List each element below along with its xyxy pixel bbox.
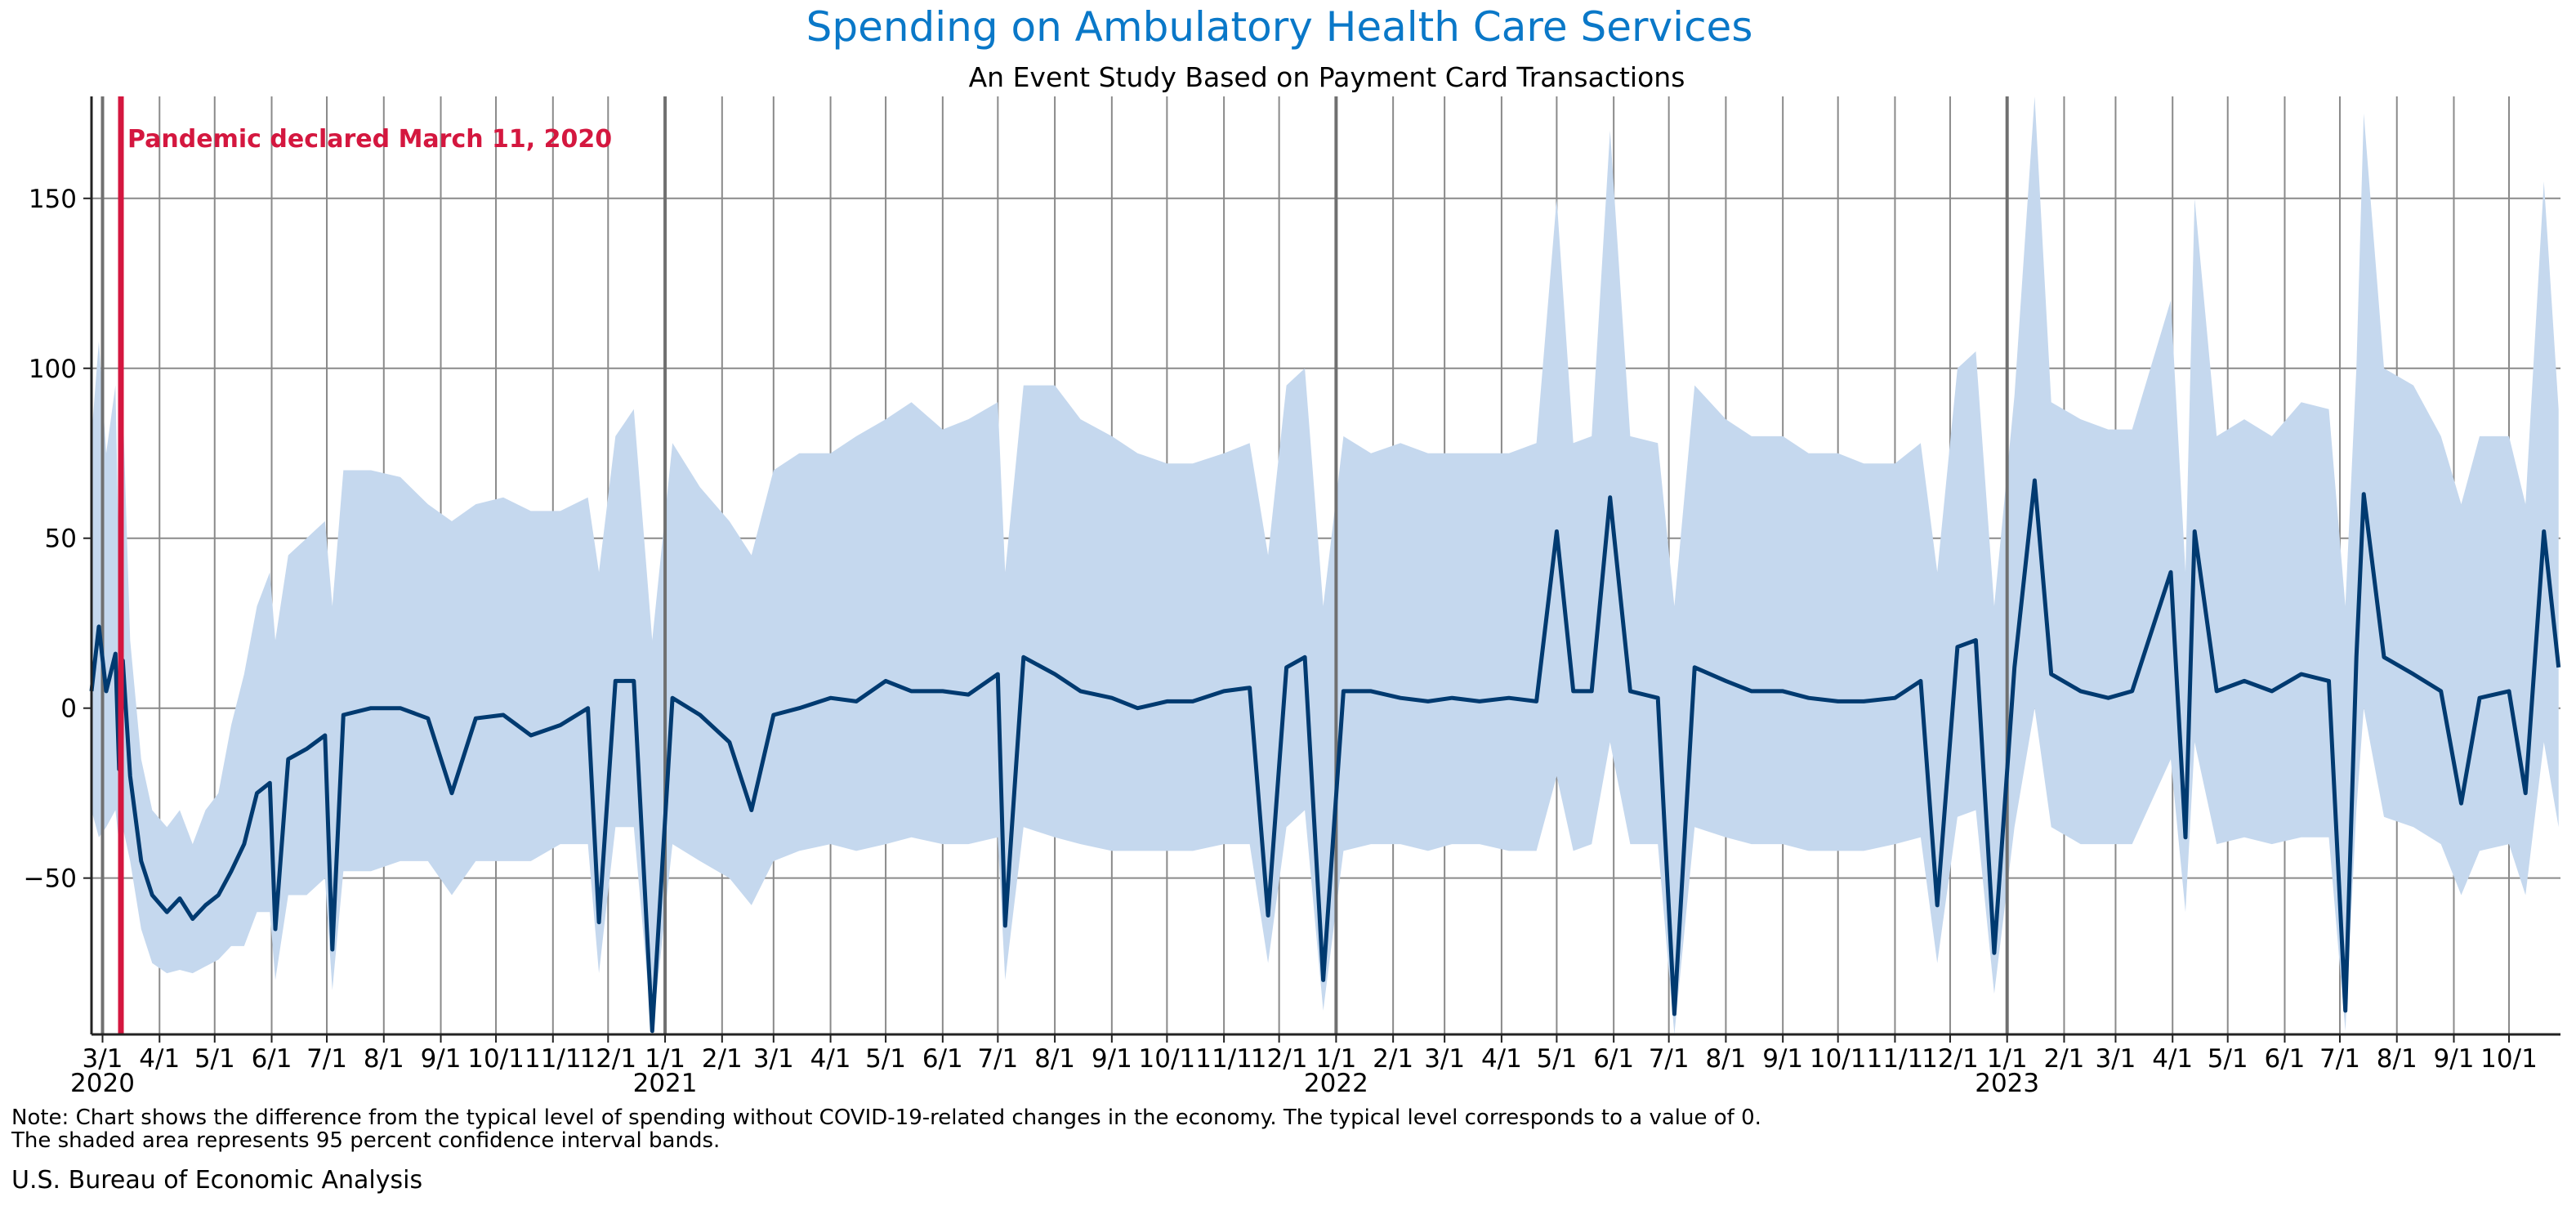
x-year-label: 2023: [1975, 1069, 2039, 1098]
x-tick-label: 3/1: [753, 1044, 794, 1074]
x-year-label: 2020: [70, 1069, 135, 1098]
x-tick-label: 6/1: [2265, 1044, 2306, 1074]
chart-note-line-1: Note: Chart shows the difference from th…: [11, 1106, 1761, 1130]
y-tick-label: −50: [24, 864, 77, 894]
year-lines: [100, 96, 2009, 1034]
x-tick-label: 12/1: [1251, 1044, 1308, 1074]
x-tick-label: 8/1: [1034, 1044, 1075, 1074]
x-tick-label: 4/1: [2152, 1044, 2193, 1074]
x-tick-label: 5/1: [1536, 1044, 1577, 1074]
x-tick-label: 8/1: [2377, 1044, 2418, 1074]
x-tick-label: 8/1: [364, 1044, 404, 1074]
x-tick-label: 5/1: [194, 1044, 235, 1074]
y-tick-label: 50: [45, 525, 77, 554]
y-axis-ticks: −50 0 50 100 150: [24, 185, 92, 894]
x-tick-label: 6/1: [922, 1044, 963, 1074]
x-tick-label: 9/1: [421, 1044, 462, 1074]
x-tick-label: 1/1: [1987, 1044, 2028, 1074]
x-tick-label: 4/1: [139, 1044, 180, 1074]
x-tick-label: 2/1: [702, 1044, 743, 1074]
x-tick-label: 11/1: [525, 1044, 582, 1074]
x-tick-label: 4/1: [810, 1044, 851, 1074]
y-tick-label: 100: [29, 355, 77, 384]
x-tick-label: 12/1: [579, 1044, 636, 1074]
series-line: [89, 478, 2561, 1034]
x-tick-label: 3/1: [83, 1044, 123, 1074]
x-tick-label: 9/1: [1762, 1044, 1803, 1074]
x-tick-label: 5/1: [2208, 1044, 2248, 1074]
x-tick-label: 6/1: [252, 1044, 292, 1074]
chart-title: Spending on Ambulatory Health Care Servi…: [806, 3, 1753, 51]
x-tick-label: 2/1: [1373, 1044, 1413, 1074]
x-year-label: 2022: [1304, 1069, 1368, 1098]
x-tick-label: 10/1: [467, 1044, 525, 1074]
source-credit: U.S. Bureau of Economic Analysis: [11, 1166, 422, 1195]
x-tick-label: 10/1: [1810, 1044, 1867, 1074]
series-line-group: [89, 478, 2561, 1034]
x-tick-label: 11/1: [1867, 1044, 1924, 1074]
x-tick-label: 10/1: [2480, 1044, 2538, 1074]
y-tick-label: 150: [29, 185, 77, 214]
x-tick-label: 11/1: [1195, 1044, 1252, 1074]
x-tick-label: 6/1: [1593, 1044, 1634, 1074]
x-tick-label: 7/1: [306, 1044, 347, 1074]
x-tick-label: 7/1: [977, 1044, 1018, 1074]
x-tick-label: 9/1: [2434, 1044, 2475, 1074]
x-tick-label: 12/1: [1922, 1044, 1979, 1074]
x-tick-label: 5/1: [865, 1044, 906, 1074]
x-tick-label: 7/1: [2319, 1044, 2360, 1074]
x-tick-label: 3/1: [1424, 1044, 1465, 1074]
chart-subtitle: An Event Study Based on Payment Card Tra…: [969, 61, 1685, 93]
x-tick-label: 9/1: [1092, 1044, 1132, 1074]
x-tick-label: 8/1: [1705, 1044, 1746, 1074]
event-marker-group: Pandemic declared March 11, 2020: [118, 96, 612, 1034]
confidence-band-group: [92, 96, 2559, 1034]
x-tick-label: 1/1: [1315, 1044, 1356, 1074]
y-tick-label: 0: [60, 695, 77, 724]
confidence-band: [92, 96, 2559, 1034]
x-tick-label: 2/1: [2044, 1044, 2085, 1074]
x-tick-label: 1/1: [645, 1044, 685, 1074]
x-tick-label: 10/1: [1139, 1044, 1196, 1074]
pandemic-event-label: Pandemic declared March 11, 2020: [127, 125, 612, 154]
x-tick-label: 7/1: [1649, 1044, 1690, 1074]
chart-note-line-2: The shaded area represents 95 percent co…: [11, 1128, 720, 1153]
x-tick-label: 3/1: [2096, 1044, 2136, 1074]
x-year-label: 2021: [633, 1069, 698, 1098]
x-tick-label: 4/1: [1481, 1044, 1522, 1074]
